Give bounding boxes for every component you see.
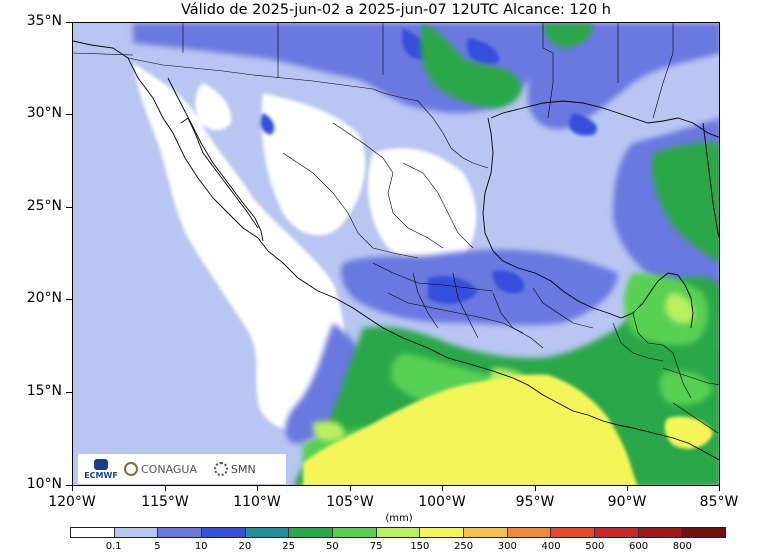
x-tick-mark xyxy=(257,486,258,491)
colorbar-label: 25 xyxy=(282,541,296,552)
x-tick-label: 100°W xyxy=(418,494,466,510)
colorbar-segment xyxy=(551,528,596,537)
borders xyxy=(73,23,719,434)
ecmwf-logo: ECMWF xyxy=(82,458,120,480)
conagua-logo: CONAGUA xyxy=(124,462,210,476)
x-tick-mark xyxy=(719,486,720,491)
colorbar-label: 800 xyxy=(672,541,692,552)
ecmwf-logo-text: ECMWF xyxy=(84,470,118,480)
colorbar-label: 150 xyxy=(410,541,430,552)
colorbar-segment xyxy=(595,528,639,537)
y-tick-label: 25°N xyxy=(26,198,62,214)
colorbar-segment xyxy=(682,528,726,537)
colorbar-segment xyxy=(245,528,290,537)
colorbar-label: 300 xyxy=(497,541,517,552)
precipitation-map xyxy=(72,22,720,486)
y-tick-mark xyxy=(66,485,72,486)
colorbar-segment xyxy=(71,528,115,537)
colorbar-label: 600 xyxy=(628,541,649,552)
x-tick-label: 90°W xyxy=(607,494,647,510)
conagua-logo-text: CONAGUA xyxy=(141,462,197,476)
y-tick-mark xyxy=(66,299,72,300)
colorbar-segment xyxy=(333,528,377,537)
colorbar-label: 5 xyxy=(154,541,161,552)
colorbar-segment xyxy=(202,528,246,537)
x-tick-label: 95°W xyxy=(515,494,555,510)
colorbar-label: 10 xyxy=(194,541,208,552)
y-tick-label: 15°N xyxy=(26,383,62,399)
y-tick-label: 30°N xyxy=(26,105,62,121)
map-canvas xyxy=(73,23,719,485)
colorbar-segment xyxy=(376,528,421,537)
colorbar-label: 400 xyxy=(541,541,561,552)
colorbar-label: 0.1 xyxy=(105,541,122,552)
smn-mark-icon xyxy=(214,462,228,476)
x-tick-mark xyxy=(627,486,628,491)
x-tick-mark xyxy=(165,486,166,491)
smn-logo-text: SMN xyxy=(231,462,256,476)
x-tick-mark xyxy=(350,486,351,491)
x-tick-mark xyxy=(72,486,73,491)
colorbar-segment xyxy=(638,528,683,537)
y-tick-mark xyxy=(66,22,72,23)
colorbar-segment xyxy=(158,528,203,537)
x-tick-mark xyxy=(442,486,443,491)
x-tick-label: 110°W xyxy=(233,494,281,510)
y-tick-mark xyxy=(66,392,72,393)
x-tick-label: 105°W xyxy=(326,494,374,510)
coastlines xyxy=(73,40,719,461)
map-title: Válido de 2025-jun-02 a 2025-jun-07 12UT… xyxy=(181,2,611,18)
yellow-areas xyxy=(303,374,713,485)
y-tick-mark xyxy=(66,207,72,208)
colorbar-unit: (mm) xyxy=(385,513,413,524)
x-tick-mark xyxy=(535,486,536,491)
conagua-mark-icon xyxy=(124,462,138,476)
colorbar-label: 250 xyxy=(454,541,474,552)
colorbar-segment xyxy=(420,528,465,537)
ecmwf-mark-icon xyxy=(94,458,108,470)
dry-areas xyxy=(133,63,477,432)
colorbar-segment xyxy=(114,528,159,537)
y-tick-label: 10°N xyxy=(26,476,62,492)
logo-strip: ECMWF CONAGUA SMN xyxy=(78,454,286,484)
y-tick-label: 35°N xyxy=(26,13,62,29)
x-tick-label: 85°W xyxy=(699,494,739,510)
y-tick-mark xyxy=(66,114,72,115)
colorbar-label: 20 xyxy=(238,541,252,552)
y-tick-label: 20°N xyxy=(26,290,62,306)
smn-logo: SMN xyxy=(214,462,256,476)
colorbar-segment xyxy=(289,528,334,537)
colorbar-segment xyxy=(464,528,508,537)
heavy-precip-spots xyxy=(260,28,597,304)
colorbar xyxy=(70,527,726,538)
colorbar-label: 500 xyxy=(585,541,605,552)
colorbar-label: 50 xyxy=(326,541,339,552)
colorbar-segment xyxy=(507,528,552,537)
x-tick-label: 115°W xyxy=(141,494,189,510)
x-tick-label: 120°W xyxy=(48,494,96,510)
colorbar-label: 75 xyxy=(369,541,383,552)
